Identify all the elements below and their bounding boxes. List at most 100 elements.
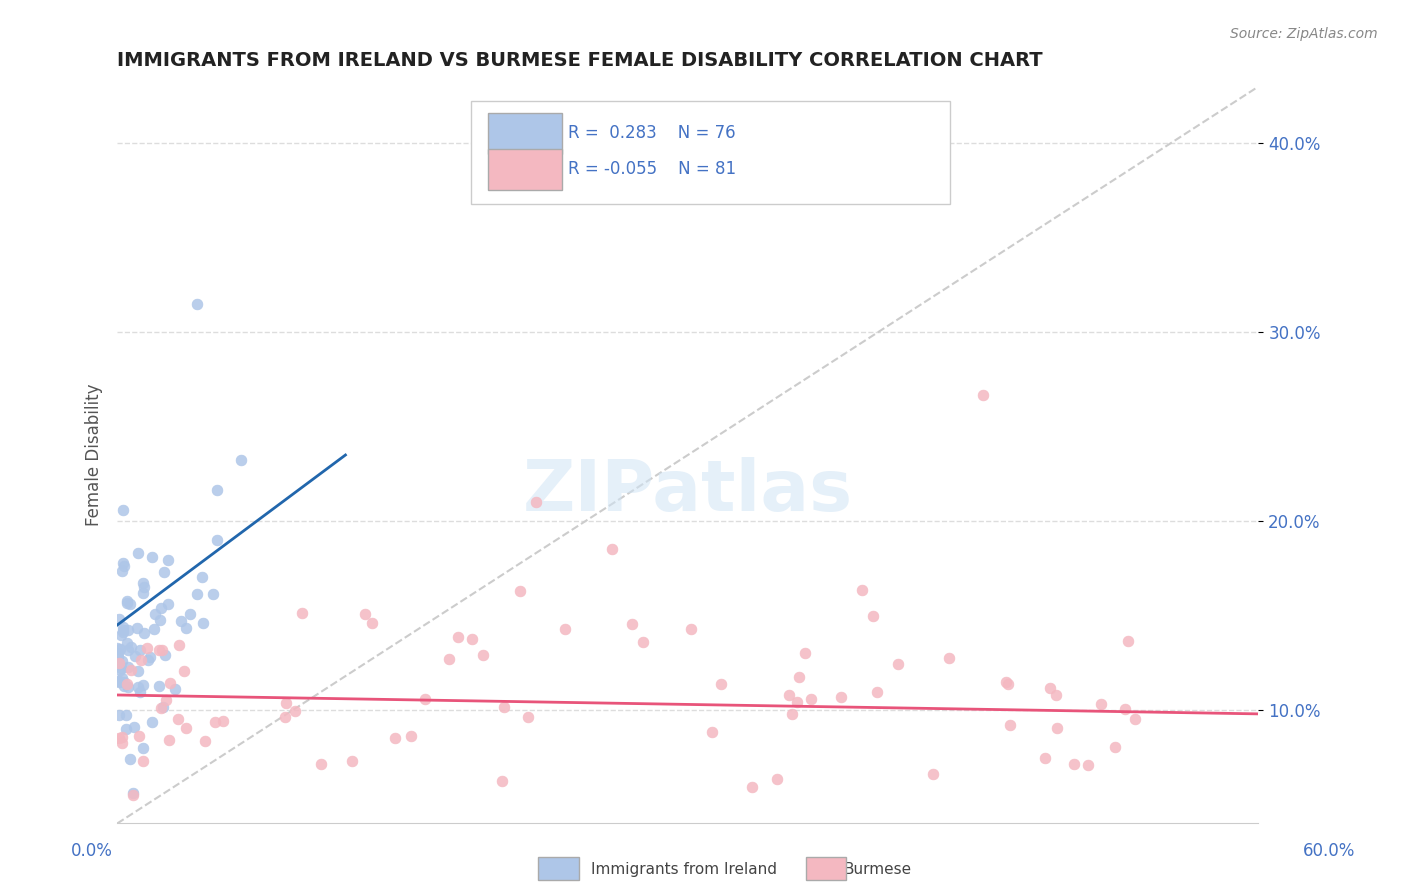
- Point: [276, 696, 298, 710]
- Point: [107, 657, 129, 671]
- Text: R = -0.055    N = 81: R = -0.055 N = 81: [568, 160, 737, 178]
- Point: [112, 503, 135, 517]
- Point: [124, 649, 146, 664]
- Point: [141, 549, 163, 564]
- Point: [1077, 757, 1099, 772]
- Point: [135, 640, 157, 655]
- Point: [1090, 698, 1112, 712]
- Point: [107, 650, 129, 665]
- Point: [179, 607, 201, 621]
- Point: [110, 565, 132, 579]
- Point: [354, 607, 377, 622]
- Point: [115, 707, 138, 722]
- Point: [710, 677, 733, 691]
- Point: [125, 621, 148, 635]
- Point: [681, 622, 703, 636]
- Point: [143, 622, 166, 636]
- Point: [311, 756, 333, 771]
- Point: [437, 651, 460, 665]
- Point: [111, 624, 134, 639]
- Point: [108, 657, 131, 671]
- Point: [700, 725, 723, 739]
- Point: [122, 786, 145, 800]
- FancyBboxPatch shape: [471, 102, 950, 204]
- Point: [108, 663, 131, 677]
- Point: [517, 710, 540, 724]
- Point: [186, 587, 208, 601]
- Point: [136, 653, 159, 667]
- Point: [163, 681, 186, 696]
- Point: [766, 772, 789, 786]
- Point: [173, 665, 195, 679]
- Point: [111, 671, 134, 685]
- Point: [194, 734, 217, 748]
- Point: [155, 648, 177, 662]
- Point: [139, 650, 162, 665]
- Point: [491, 773, 513, 788]
- Point: [741, 780, 763, 794]
- Point: [115, 594, 138, 608]
- Point: [107, 731, 129, 745]
- Point: [782, 706, 804, 721]
- Point: [120, 663, 142, 677]
- Point: [112, 675, 135, 690]
- Point: [413, 691, 436, 706]
- Point: [851, 582, 873, 597]
- Point: [128, 729, 150, 743]
- Point: [471, 648, 494, 662]
- Point: [509, 583, 531, 598]
- Point: [167, 712, 190, 726]
- Text: ZIPatlas: ZIPatlas: [523, 458, 853, 526]
- Point: [132, 576, 155, 591]
- Point: [107, 646, 129, 660]
- Point: [127, 546, 149, 560]
- Point: [115, 677, 138, 691]
- Point: [972, 387, 994, 401]
- Point: [361, 615, 384, 630]
- Point: [186, 297, 208, 311]
- Point: [1114, 702, 1136, 716]
- Point: [1033, 750, 1056, 764]
- Text: Source: ZipAtlas.com: Source: ZipAtlas.com: [1230, 27, 1378, 41]
- Point: [120, 752, 142, 766]
- Point: [205, 533, 228, 548]
- Point: [152, 699, 174, 714]
- Point: [1045, 688, 1067, 702]
- Text: 0.0%: 0.0%: [70, 842, 112, 860]
- Point: [1063, 757, 1085, 772]
- Point: [621, 617, 644, 632]
- Point: [108, 708, 131, 723]
- Point: [127, 680, 149, 694]
- Text: Burmese: Burmese: [844, 863, 911, 877]
- Point: [105, 640, 128, 655]
- Point: [1104, 740, 1126, 755]
- Point: [174, 721, 197, 735]
- Point: [994, 675, 1017, 690]
- Point: [554, 622, 576, 636]
- Point: [778, 688, 800, 702]
- Point: [117, 660, 139, 674]
- Point: [787, 669, 810, 683]
- Point: [110, 661, 132, 675]
- Point: [291, 606, 314, 620]
- Text: Immigrants from Ireland: Immigrants from Ireland: [591, 863, 776, 877]
- Point: [115, 596, 138, 610]
- Point: [114, 722, 136, 736]
- Point: [108, 641, 131, 656]
- Point: [384, 731, 406, 745]
- Text: 60.0%: 60.0%: [1302, 842, 1355, 860]
- Point: [494, 699, 516, 714]
- Point: [524, 495, 547, 509]
- Point: [191, 569, 214, 583]
- Point: [1118, 634, 1140, 648]
- Point: [283, 704, 305, 718]
- Point: [204, 714, 226, 729]
- Point: [156, 553, 179, 567]
- Point: [862, 608, 884, 623]
- Point: [938, 651, 960, 665]
- Point: [887, 657, 910, 671]
- Point: [191, 615, 214, 630]
- Point: [131, 754, 153, 768]
- Point: [205, 483, 228, 498]
- Text: IMMIGRANTS FROM IRELAND VS BURMESE FEMALE DISABILITY CORRELATION CHART: IMMIGRANTS FROM IRELAND VS BURMESE FEMAL…: [117, 51, 1043, 70]
